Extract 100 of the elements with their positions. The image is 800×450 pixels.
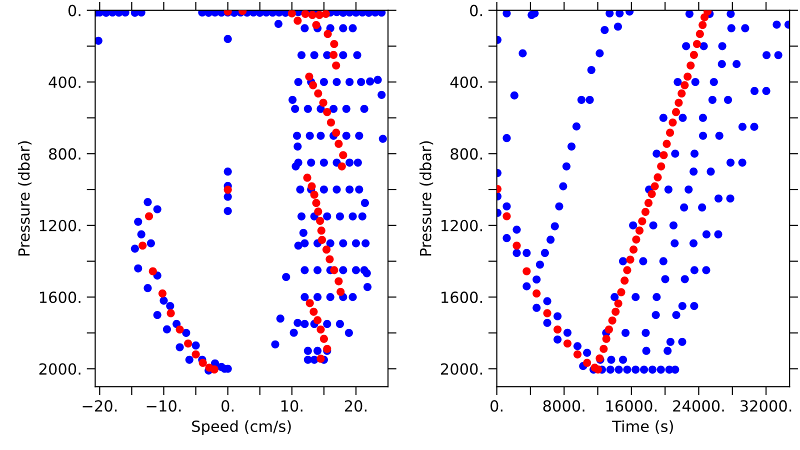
point	[308, 10, 316, 20]
point	[192, 350, 200, 358]
point	[573, 350, 582, 358]
point	[322, 246, 331, 254]
point	[329, 50, 338, 59]
point	[319, 98, 328, 107]
point	[698, 20, 707, 30]
x-tick-label: −10.	[146, 400, 181, 412]
point	[338, 162, 346, 170]
point	[294, 16, 302, 25]
point	[554, 325, 562, 334]
point	[314, 89, 322, 98]
point	[666, 128, 674, 137]
point	[644, 198, 653, 208]
point	[543, 309, 552, 318]
point	[323, 108, 332, 116]
point	[305, 72, 314, 81]
point	[312, 20, 320, 30]
y-tick-label: 1600.	[442, 292, 482, 304]
point	[310, 308, 318, 316]
point	[629, 246, 638, 254]
x-tick-label: −20.	[82, 400, 117, 412]
point	[608, 316, 616, 325]
point	[312, 198, 320, 208]
y-tick-label: 1200.	[442, 220, 482, 232]
point	[583, 358, 592, 367]
x-tick-label: 16000.	[606, 400, 656, 412]
point	[680, 81, 689, 90]
point	[696, 30, 704, 38]
y-tick-label: 2000.	[39, 363, 80, 375]
point	[332, 61, 340, 70]
point	[288, 10, 296, 18]
point	[612, 308, 620, 316]
point	[314, 208, 322, 216]
point	[184, 339, 192, 348]
point	[303, 174, 312, 182]
point	[654, 173, 662, 182]
point	[330, 266, 338, 274]
point	[686, 61, 695, 70]
point	[604, 325, 614, 334]
point	[623, 266, 632, 274]
point	[210, 365, 218, 374]
point	[617, 288, 626, 296]
point	[330, 40, 338, 48]
y-tick-label: 0.	[470, 4, 482, 16]
x-tick-label: 0.	[490, 400, 502, 412]
point	[318, 236, 326, 244]
point	[522, 267, 531, 276]
point	[692, 40, 702, 48]
point	[166, 309, 175, 318]
point	[326, 255, 334, 264]
point	[322, 10, 330, 18]
point	[176, 325, 184, 334]
y-tick-label: 400.	[48, 76, 80, 88]
point	[316, 216, 324, 225]
point	[660, 151, 668, 160]
x-axis-title: Speed (cm/s)	[192, 420, 291, 436]
point	[635, 226, 644, 235]
point	[334, 277, 343, 286]
point	[626, 256, 634, 264]
y-tick-label: 2000.	[440, 363, 482, 375]
point	[148, 267, 157, 276]
y-tick-label: 1600.	[40, 292, 80, 304]
y-tick-label: 1200.	[40, 220, 80, 232]
point	[684, 72, 692, 81]
point	[602, 334, 610, 343]
point	[334, 140, 343, 148]
point	[158, 289, 167, 298]
point	[313, 316, 322, 324]
y-tick-label: 0.	[68, 4, 80, 16]
y-tick-label: 400.	[450, 76, 482, 88]
point	[638, 217, 646, 226]
point	[632, 235, 640, 244]
point	[317, 226, 326, 235]
point	[614, 299, 622, 308]
point	[690, 50, 698, 59]
point	[672, 108, 680, 116]
point	[324, 30, 332, 38]
y-axis-title: Pressure (dbar)	[420, 141, 434, 256]
point	[310, 190, 318, 199]
point	[620, 276, 629, 285]
point	[502, 212, 511, 220]
point	[594, 365, 602, 374]
point	[308, 182, 316, 190]
point	[662, 140, 671, 148]
point	[563, 339, 572, 348]
point	[678, 89, 686, 98]
point	[224, 186, 232, 194]
x-tick-label: 8000.	[543, 400, 584, 412]
point	[674, 98, 683, 107]
point	[650, 182, 659, 190]
point	[306, 299, 314, 308]
point	[316, 325, 325, 334]
x-tick-label: 32000.	[740, 400, 792, 412]
point	[668, 118, 677, 127]
point	[648, 190, 656, 198]
point	[512, 242, 521, 250]
point	[144, 212, 154, 220]
x-tick-label: 24000.	[673, 400, 724, 412]
point	[332, 128, 340, 137]
